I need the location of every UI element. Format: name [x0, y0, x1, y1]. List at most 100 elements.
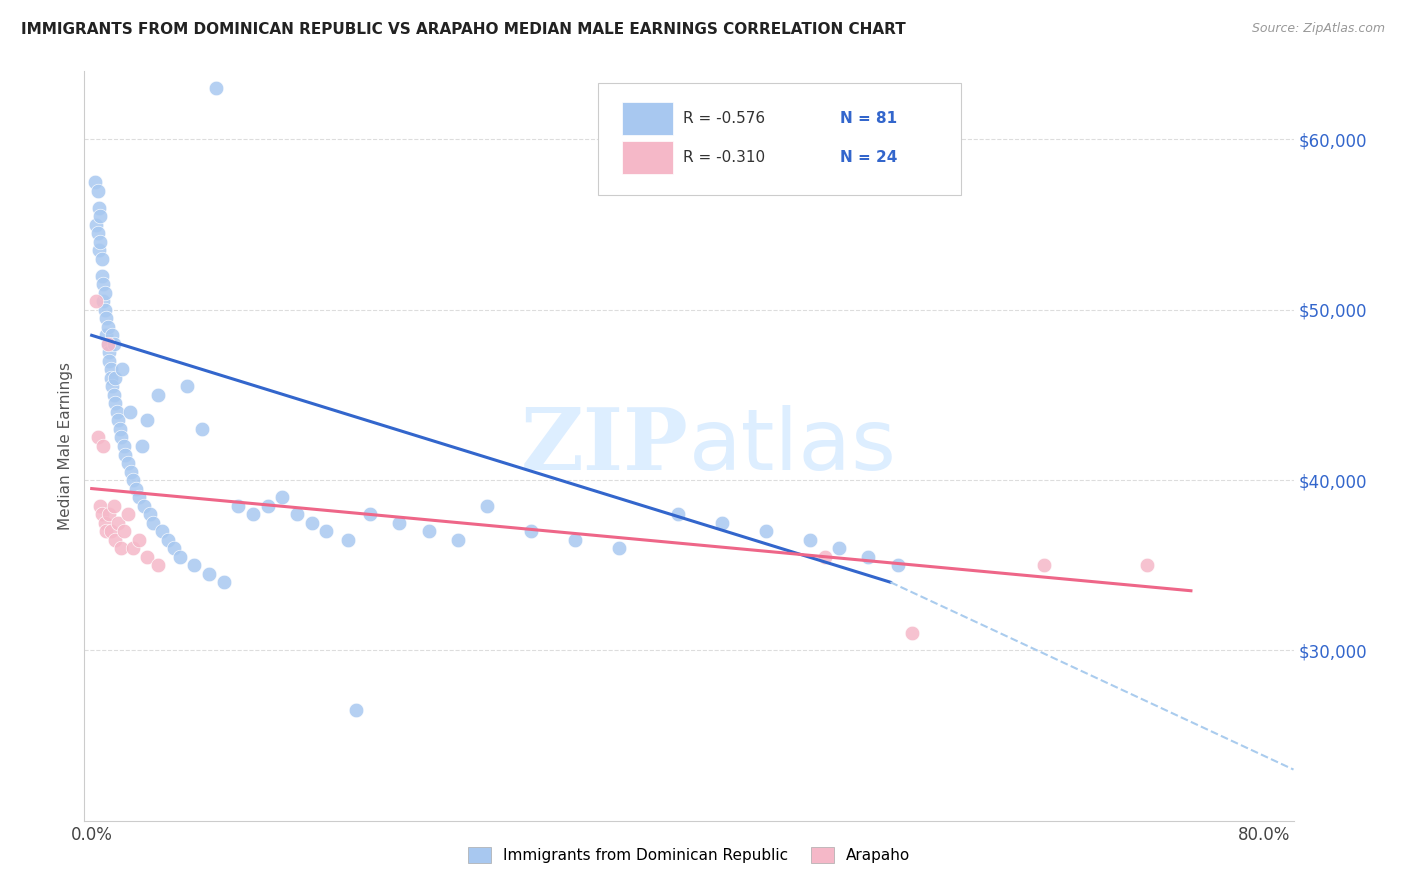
Point	[89, 209, 111, 223]
Point	[117, 456, 139, 470]
FancyBboxPatch shape	[623, 102, 673, 135]
Point	[107, 516, 129, 530]
Point	[169, 549, 191, 564]
Point	[176, 379, 198, 393]
Point	[84, 294, 107, 309]
Point	[91, 252, 114, 266]
Point	[520, 524, 543, 538]
Point	[131, 439, 153, 453]
Point	[101, 328, 124, 343]
Point	[136, 413, 159, 427]
Point	[104, 533, 127, 547]
Point	[108, 422, 131, 436]
Point	[271, 490, 294, 504]
Point	[110, 541, 132, 556]
Point	[285, 507, 308, 521]
Point	[666, 507, 689, 521]
Point	[97, 319, 120, 334]
Point	[104, 396, 127, 410]
Point	[607, 541, 630, 556]
Point	[564, 533, 586, 547]
Text: N = 24: N = 24	[841, 150, 897, 165]
Point	[156, 533, 179, 547]
Point	[887, 558, 910, 573]
Point	[344, 703, 367, 717]
Point	[163, 541, 186, 556]
Point	[858, 549, 880, 564]
Point	[112, 524, 135, 538]
Point	[97, 336, 120, 351]
Point	[242, 507, 264, 521]
Point	[205, 81, 228, 95]
Point	[256, 499, 278, 513]
Point	[98, 345, 121, 359]
Point	[1033, 558, 1056, 573]
Point	[710, 516, 733, 530]
Point	[96, 328, 118, 343]
Point	[121, 473, 143, 487]
Point	[91, 268, 114, 283]
Point	[83, 175, 105, 189]
Text: Source: ZipAtlas.com: Source: ZipAtlas.com	[1251, 22, 1385, 36]
Point	[150, 524, 173, 538]
Point	[103, 388, 125, 402]
Point	[190, 422, 212, 436]
Point	[121, 541, 143, 556]
Point	[128, 533, 150, 547]
Text: atlas: atlas	[689, 404, 897, 488]
Point	[87, 201, 110, 215]
Point	[96, 524, 118, 538]
Point	[94, 302, 117, 317]
Point	[100, 524, 122, 538]
Point	[94, 516, 117, 530]
FancyBboxPatch shape	[623, 141, 673, 174]
Point	[198, 566, 221, 581]
Point	[117, 507, 139, 521]
Point	[142, 516, 165, 530]
Text: R = -0.576: R = -0.576	[683, 112, 765, 126]
Point	[136, 549, 159, 564]
Point	[128, 490, 150, 504]
Text: IMMIGRANTS FROM DOMINICAN REPUBLIC VS ARAPAHO MEDIAN MALE EARNINGS CORRELATION C: IMMIGRANTS FROM DOMINICAN REPUBLIC VS AR…	[21, 22, 905, 37]
Point	[93, 439, 115, 453]
Point	[111, 362, 134, 376]
Point	[418, 524, 440, 538]
Y-axis label: Median Male Earnings: Median Male Earnings	[58, 362, 73, 530]
Point	[91, 507, 114, 521]
Point	[388, 516, 411, 530]
Point	[212, 575, 235, 590]
Point	[134, 499, 156, 513]
Point	[359, 507, 381, 521]
Point	[101, 379, 124, 393]
Point	[94, 285, 117, 300]
Point	[100, 371, 122, 385]
Point	[87, 243, 110, 257]
Point	[98, 354, 121, 368]
Point	[1136, 558, 1159, 573]
Point	[93, 277, 115, 292]
Point	[146, 388, 169, 402]
Point	[100, 362, 122, 376]
Point	[104, 371, 127, 385]
Point	[105, 405, 128, 419]
Text: ZIP: ZIP	[522, 404, 689, 488]
Point	[112, 439, 135, 453]
Point	[89, 235, 111, 249]
Point	[86, 226, 108, 240]
Point	[89, 499, 111, 513]
Point	[86, 430, 108, 444]
Point	[477, 499, 499, 513]
Point	[96, 311, 118, 326]
Point	[103, 336, 125, 351]
Point	[755, 524, 778, 538]
Point	[828, 541, 851, 556]
Point	[146, 558, 169, 573]
Point	[114, 448, 136, 462]
Point	[110, 430, 132, 444]
Point	[447, 533, 470, 547]
Point	[813, 549, 835, 564]
Point	[107, 413, 129, 427]
Point	[124, 482, 146, 496]
Point	[84, 218, 107, 232]
Point	[93, 294, 115, 309]
